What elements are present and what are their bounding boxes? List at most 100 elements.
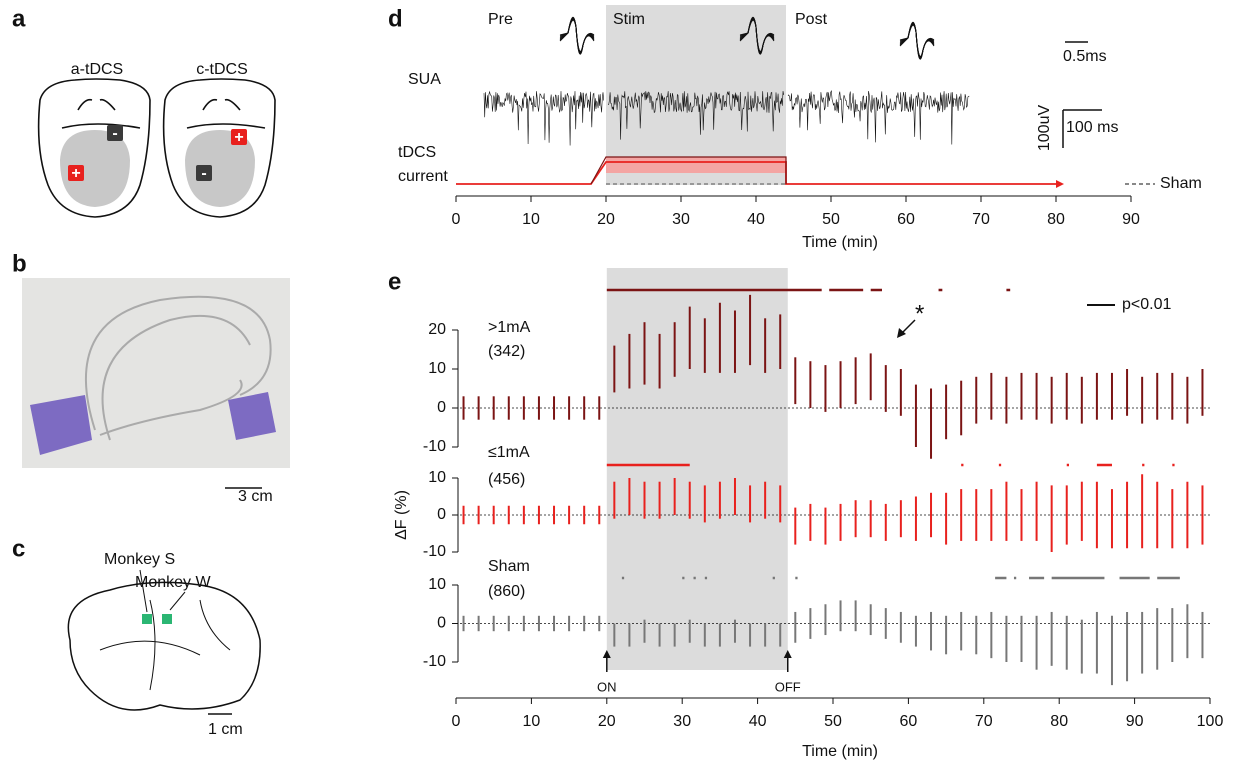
y-tick-label: 0 [437,399,446,416]
y-tick-label: 10 [428,469,446,486]
x-tick-label: 0 [452,211,461,228]
monkey-label: Monkey S [104,551,175,568]
row-label: current [398,168,448,185]
head-drawings [37,78,276,218]
row-count: (342) [488,343,525,360]
x-tick-label: 90 [1126,713,1144,730]
x-tick-label: 40 [749,713,767,730]
stim-shading [606,268,788,670]
y-tick-label: 20 [428,321,446,338]
pointer [169,591,186,611]
foreground-layer: 0 10 20 30 40 50 60 70 80 90 0 10 20 30 40 50 60 70 80 90 10… [423,17,1224,730]
panel-label: d [388,5,403,32]
panel-label: e [388,268,401,295]
x-tick-label: 60 [897,211,915,228]
panel-label: a [12,5,26,32]
electrode-sign: - [112,125,117,142]
y-tick-label: 0 [437,615,446,632]
x-tick-label: 80 [1050,713,1068,730]
legend-label: p<0.01 [1122,296,1171,313]
sponge [228,392,276,440]
y-tick-label: 10 [428,576,446,593]
axis-title: ΔF (%) [393,490,410,540]
x-tick-label: 20 [598,713,616,730]
axis-title: Time (min) [802,234,878,251]
row-label: Sham [488,558,530,575]
y-tick-label: -10 [423,438,446,455]
x-tick-label: 70 [972,211,990,228]
row-label: SUA [408,71,441,88]
x-tick-label: 70 [975,713,993,730]
x-tick-label: 10 [523,713,541,730]
y-tick-label: -10 [423,653,446,670]
brain-outline [67,581,261,711]
spike-waveform [899,24,935,57]
spike-waveform [739,19,775,52]
spike-waveform [559,19,595,52]
phase-label: Stim [613,11,645,28]
row-count: (860) [488,583,525,600]
scale-label: 100 ms [1066,119,1118,136]
recording-site [142,614,152,624]
panel-label: b [12,250,27,277]
sua-trace [787,90,970,145]
cables [85,295,272,441]
scale-label: 1 cm [208,721,243,738]
marker-label: OFF [775,679,801,694]
y-tick-label: 10 [428,360,446,377]
scale-label: 3 cm [238,488,273,505]
x-tick-label: 30 [673,713,691,730]
row-label: >1mA [488,319,531,336]
brain [185,130,255,207]
marker-arrow-head [602,650,611,658]
x-tick-label: 80 [1047,211,1065,228]
axis-title: Time (min) [802,743,878,760]
stim-shading [606,5,786,185]
background-layer [606,5,788,670]
phase-label: Post [795,11,828,28]
phase-label: Pre [488,11,513,28]
x-tick-label: 30 [672,211,690,228]
electrode [107,125,123,141]
x-tick-label: 90 [1122,211,1140,228]
x-tick-label: 50 [824,713,842,730]
scale-label: 0.5ms [1063,48,1107,65]
brain [60,130,130,207]
current-band [606,157,786,173]
y-tick-label: 0 [437,506,446,523]
sponge [30,395,92,455]
x-tick-label: 20 [597,211,615,228]
electrode [196,165,212,181]
condition-title: c-tDCS [196,61,248,78]
current-upper [590,156,787,185]
x-tick-label: 40 [747,211,765,228]
condition-title: a-tDCS [71,61,123,78]
electrode [231,129,247,145]
x-tick-label: 60 [900,713,918,730]
sulci [99,599,231,691]
current-trace [456,161,1056,185]
pointer [139,569,148,613]
electrode-sign: - [201,165,206,182]
row-label: ≤1mA [488,444,530,461]
electrode [68,165,84,181]
x-tick-label: 0 [452,713,461,730]
x-tick-label: 100 [1197,713,1224,730]
arrow-head [1056,180,1064,188]
electrode-sign: + [71,165,80,182]
annotation: * [915,300,924,327]
recording-site [162,614,172,624]
scale-label: 100uV [1036,105,1053,152]
monkey-label: Monkey W [135,574,211,591]
annotation-arrow [897,328,906,338]
x-tick-label: 50 [822,211,840,228]
y-tick-label: -10 [423,543,446,560]
sua-trace [483,90,604,146]
legend-label: Sham [1160,175,1202,192]
x-tick-label: 10 [522,211,540,228]
panel-label: c [12,535,25,562]
row-label: tDCS [398,144,436,161]
marker-arrow-head [783,650,792,658]
sua-trace [607,91,784,140]
